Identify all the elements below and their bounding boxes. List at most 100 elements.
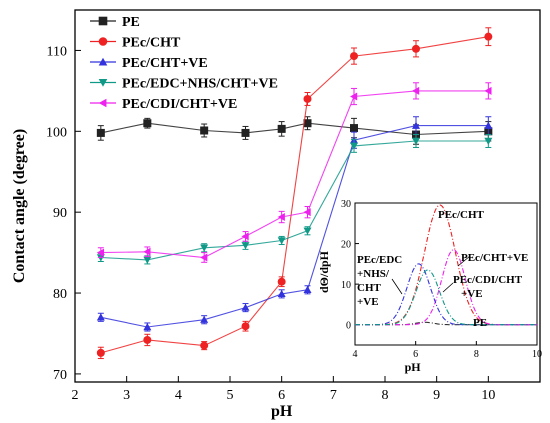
data-point: [277, 289, 286, 298]
x-tick-label: 10: [481, 388, 495, 403]
legend-label: PEc/CHT+VE: [122, 56, 208, 71]
series-pec-cht: [96, 27, 493, 360]
y-axis-label: Contact angle (degree): [11, 129, 28, 283]
legend-label: PEc/CHT: [122, 36, 181, 51]
inset-label-pe: PE: [473, 317, 487, 329]
data-point: [96, 128, 105, 137]
data-point: [412, 44, 420, 53]
data-point: [241, 322, 250, 331]
data-point: [241, 128, 250, 137]
data-point: [200, 244, 209, 252]
y-tick-label: 100: [46, 125, 67, 140]
inset-label-pec-cht: PEc/CHT: [438, 209, 484, 221]
data-point: [241, 303, 250, 311]
inset-y-axis-label: dΘ/dpH: [317, 250, 331, 293]
data-point: [277, 124, 286, 133]
x-tick-label: 7: [330, 388, 337, 403]
plot-frame: [74, 9, 541, 383]
data-point: [277, 213, 285, 222]
x-axis-label: pH: [271, 403, 293, 420]
data-point: [277, 277, 286, 286]
x-tick-label: 5: [227, 388, 234, 403]
inset-label-edc-line: PEc/EDC: [357, 254, 402, 266]
inset-x-axis-label: pH: [405, 360, 422, 374]
series-pec-cdi-cht-ve: [96, 82, 492, 263]
data-point: [277, 237, 286, 245]
inset-curve: [355, 269, 537, 326]
data-point: [200, 253, 208, 262]
data-point: [303, 285, 312, 294]
legend-label: PEc/CDI/CHT+VE: [122, 97, 237, 112]
data-point: [143, 119, 152, 128]
legend-marker: [98, 57, 108, 66]
data-point: [143, 323, 152, 331]
inset-pointer: [391, 278, 403, 295]
inset-frame: [354, 202, 538, 346]
x-tick-label: 9: [433, 388, 440, 403]
y-tick-label: 90: [53, 206, 67, 221]
y-tick-label: 70: [53, 368, 67, 383]
inset-pointer: [442, 282, 454, 293]
x-tick-label: 8: [382, 388, 389, 403]
legend-marker: [98, 98, 107, 108]
inset-x-tick-label: 8: [474, 349, 479, 360]
data-point: [484, 137, 493, 146]
inset-label-edc-line: CHT: [357, 282, 382, 294]
legend-marker: [98, 79, 108, 87]
x-tick-label: 2: [72, 388, 79, 403]
inset-label-cdi-line: PEc/CDI/CHT: [453, 274, 523, 286]
inset-label-edc-line: +NHS/: [357, 268, 390, 280]
legend-marker: [98, 16, 108, 26]
data-point: [143, 247, 151, 256]
inset-curve: [355, 263, 537, 326]
data-point: [412, 121, 420, 129]
data-point: [303, 208, 311, 217]
data-point: [143, 256, 152, 264]
data-point: [484, 32, 493, 41]
data-point: [303, 119, 312, 128]
data-point: [484, 86, 492, 95]
data-point: [241, 232, 249, 241]
inset-pointer: [457, 255, 471, 267]
data-point: [241, 242, 250, 250]
data-point: [412, 86, 420, 95]
inset-label-edc-line: +VE: [357, 296, 379, 308]
data-point: [350, 142, 358, 150]
data-point: [200, 341, 209, 350]
legend: PE PEc/CHT PEc/CHT+VE PEc/EDC+NHS/CHT+VE PEc…: [90, 15, 278, 112]
inset-label-pec-cht-ve: PEc/CHT+VE: [461, 252, 528, 264]
data-point: [303, 227, 312, 235]
data-point: [303, 94, 312, 103]
data-point: [350, 92, 358, 101]
data-point: [484, 121, 493, 129]
series-pec-cht-ve: [96, 116, 493, 332]
data-point: [412, 137, 420, 146]
data-point: [200, 126, 209, 135]
x-tick-label: 4: [175, 388, 182, 403]
data-point: [200, 315, 209, 323]
inset-x-tick-label: 6: [413, 349, 418, 360]
data-point: [143, 335, 152, 344]
inset-label-cdi-line: +VE: [461, 288, 483, 300]
series-pe: [96, 116, 493, 145]
series-line: [100, 122, 489, 136]
data-point: [350, 52, 358, 61]
y-tick-label: 110: [47, 44, 67, 59]
inset-y-tick-label: 10: [341, 280, 351, 291]
legend-label: PE: [122, 15, 140, 30]
inset-x-tick-label: 10: [532, 349, 542, 360]
inset-y-tick-label: 20: [341, 240, 351, 251]
inset-x-tick-label: 4: [353, 349, 358, 360]
inset-chart: 4 6 8 10 0 10 20 30 pH dΘ/dpH PEc/CHT PEc/CHT+VE PE P…: [317, 199, 542, 374]
x-tick-label: 3: [123, 388, 130, 403]
inset-y-tick-label: 0: [346, 321, 351, 332]
y-tick-label: 80: [53, 287, 67, 302]
data-point: [96, 248, 105, 257]
legend-label: PEc/EDC+NHS/CHT+VE: [122, 77, 278, 92]
data-point: [96, 313, 105, 321]
legend-marker: [98, 37, 108, 46]
data-point: [350, 124, 358, 133]
x-tick-label: 6: [278, 388, 285, 403]
data-point: [96, 348, 105, 357]
